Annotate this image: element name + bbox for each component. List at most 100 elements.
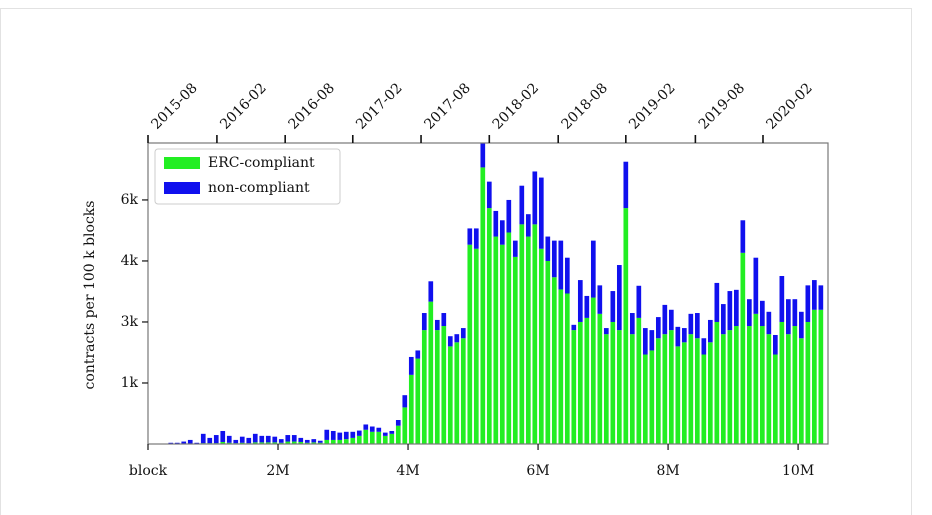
bar-segment <box>512 240 518 257</box>
bar-segment <box>760 326 765 444</box>
bar-segment <box>564 293 570 444</box>
bar-segment <box>337 439 343 444</box>
bar-segment <box>636 285 642 318</box>
y-tick-label: 3k <box>121 314 139 330</box>
x-tick-label: 2M <box>266 463 289 479</box>
bar-segment <box>350 431 356 438</box>
bar-segment <box>571 330 577 444</box>
bar-segment <box>623 208 629 444</box>
bar-segment <box>252 442 258 444</box>
bar-segment <box>480 167 486 445</box>
bar-segment <box>753 313 759 444</box>
bar-segment <box>675 326 681 347</box>
bar-segment <box>441 313 447 327</box>
bar-segment <box>558 289 564 444</box>
bar-segment <box>369 426 375 432</box>
bar-segment <box>519 185 525 225</box>
bar-segment <box>694 313 700 339</box>
bar-segment <box>512 256 518 444</box>
bar-segment <box>181 441 187 444</box>
bar-segment <box>486 208 492 444</box>
bar-segment <box>213 435 219 444</box>
bar-segment <box>239 442 245 444</box>
bar-segment <box>623 161 629 209</box>
bar-segment <box>773 354 778 444</box>
bar-segment <box>402 395 408 408</box>
bar-segment <box>460 328 466 339</box>
bar-segment <box>818 309 824 444</box>
bar-segment <box>337 432 343 440</box>
bar-segment <box>311 442 317 444</box>
bar-segment <box>272 436 278 443</box>
bar-segment <box>720 304 726 335</box>
bar-segment <box>343 439 349 444</box>
bar-segment <box>460 338 466 444</box>
bar-segment <box>291 441 297 444</box>
bar-segment <box>636 317 642 444</box>
y-tick-label: 6k <box>121 192 139 208</box>
bar-segment <box>610 321 616 444</box>
bar-segment <box>389 433 395 444</box>
bar-segment <box>259 435 265 443</box>
bar-segment <box>571 324 577 331</box>
bar-segment <box>252 433 258 443</box>
bar-segment <box>376 427 382 432</box>
x-tick-label: 10M <box>782 463 814 479</box>
bar-segment <box>707 342 713 444</box>
bar-segment <box>480 143 486 168</box>
bar-segment <box>532 224 538 444</box>
bar-segment <box>506 199 512 233</box>
bar-segment <box>226 442 232 444</box>
bar-segment <box>733 326 739 444</box>
bar-segment <box>304 439 310 443</box>
bar-segment <box>499 220 505 245</box>
bar-segment <box>408 374 414 444</box>
bar-segment <box>766 334 772 444</box>
bar-segment <box>655 338 661 444</box>
bar-segment <box>727 330 733 444</box>
bar-segment <box>701 354 707 444</box>
bar-segment <box>441 326 447 444</box>
bar-segment <box>317 440 323 443</box>
bar-segment <box>395 425 401 444</box>
bar-segment <box>506 232 512 444</box>
plot-frame <box>147 142 829 445</box>
bar-segment <box>415 358 421 444</box>
bar-segment <box>454 334 460 343</box>
x-tick-label: 6M <box>526 463 549 479</box>
bar-segment <box>291 435 297 442</box>
bar-segment <box>740 252 746 444</box>
bar-segment <box>369 431 375 444</box>
bar-segment <box>220 441 226 444</box>
bar-segment <box>603 328 609 335</box>
legend-label: ERC-compliant <box>208 155 315 171</box>
bar-segment <box>278 442 284 444</box>
bar-segment <box>434 319 440 331</box>
bar-segment <box>473 248 479 444</box>
bar-segment <box>590 297 596 444</box>
bar-segment <box>792 326 798 444</box>
bar-segment <box>551 240 557 278</box>
x-tick-label: 4M <box>396 463 419 479</box>
legend: ERC-compliant non-compliant <box>154 148 341 205</box>
bar-segment <box>532 171 538 225</box>
bar-segment <box>740 220 746 253</box>
bar-segment <box>447 346 453 444</box>
bar-segment <box>629 313 635 335</box>
bar-segment <box>467 244 473 444</box>
bar-segment <box>584 317 590 444</box>
legend-swatch <box>164 182 200 194</box>
bar-segment <box>707 319 713 343</box>
bar-segment <box>701 338 707 355</box>
bar-segment <box>779 276 785 322</box>
bar-segment <box>356 430 362 436</box>
bar-segment <box>786 334 791 444</box>
bar-segment <box>662 334 668 444</box>
bar-segment <box>519 224 525 444</box>
bar-segment <box>239 436 245 443</box>
bar-segment <box>298 441 304 444</box>
bar-segment <box>616 265 622 331</box>
y-axis-label: contracts per 100 k blocks <box>82 201 98 390</box>
bar-segment <box>668 330 674 444</box>
